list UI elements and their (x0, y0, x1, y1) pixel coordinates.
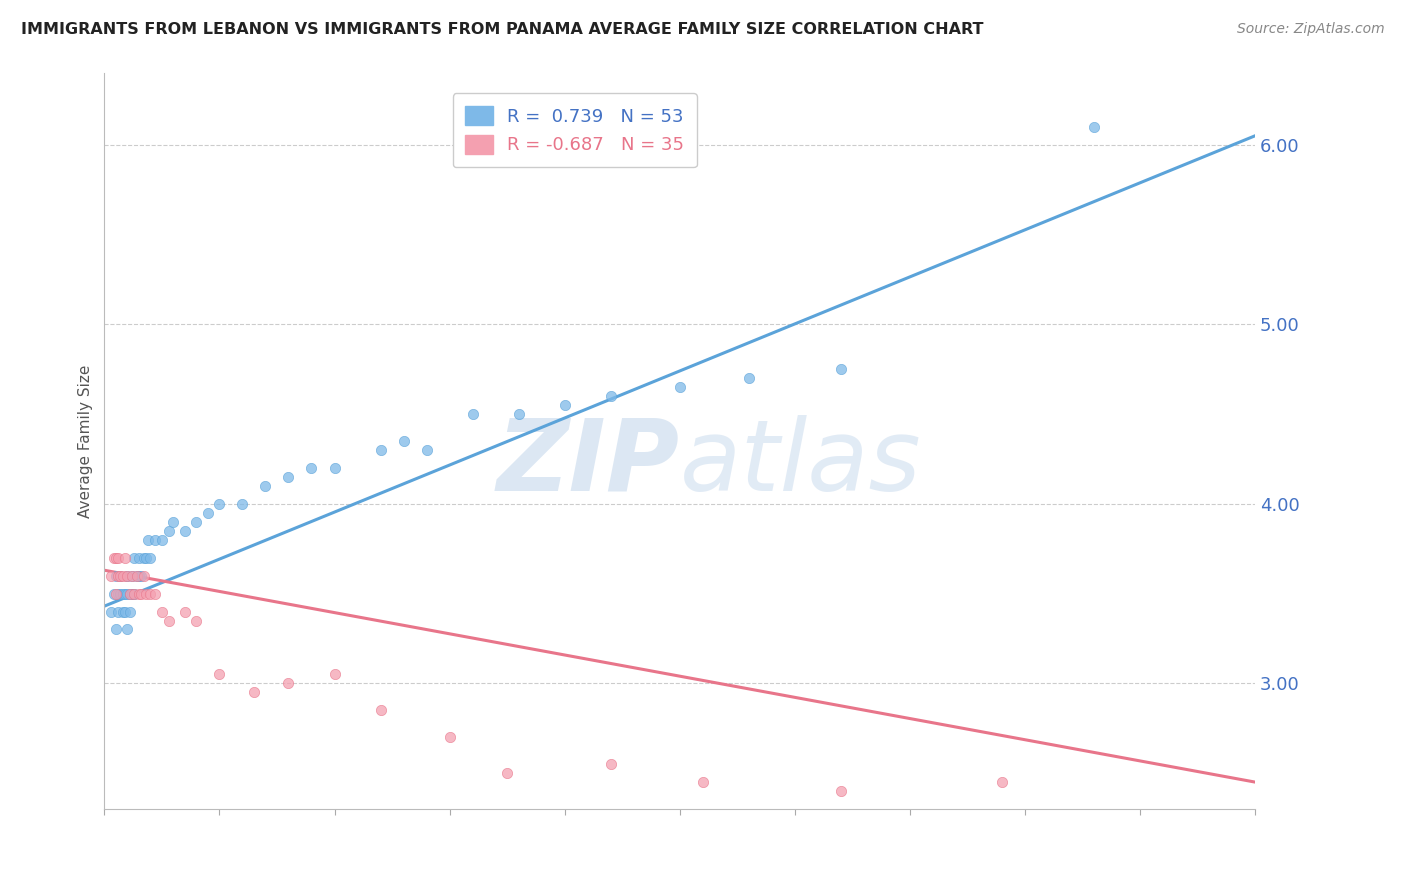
Point (277, 470, 299, 484)
Point (323, 667, 346, 681)
Point (104, 550, 127, 565)
Point (103, 586, 125, 600)
Point (124, 550, 146, 565)
Point (111, 568, 134, 582)
Point (143, 533, 166, 547)
Point (107, 568, 129, 582)
Point (128, 586, 150, 600)
Point (323, 461, 346, 475)
Point (139, 550, 162, 565)
Point (738, 371, 761, 385)
Point (668, 380, 690, 394)
Point (100, 568, 122, 582)
Point (114, 550, 136, 565)
Point (830, 362, 852, 376)
Point (117, 623, 139, 637)
Point (599, 757, 621, 772)
Point (136, 533, 159, 547)
Point (117, 586, 139, 600)
Point (124, 586, 146, 600)
Point (128, 550, 150, 565)
Point (117, 568, 139, 582)
Point (118, 586, 141, 600)
Point (128, 568, 150, 582)
Point (208, 497, 231, 511)
Point (111, 586, 134, 600)
Point (111, 605, 134, 619)
Point (1083, 120, 1105, 134)
Point (129, 568, 152, 582)
Point (125, 568, 148, 582)
Point (508, 407, 530, 421)
Point (107, 586, 129, 600)
Point (370, 442, 392, 457)
Text: atlas: atlas (679, 415, 921, 512)
Point (277, 676, 299, 690)
Point (100, 605, 122, 619)
Point (157, 524, 180, 538)
Point (125, 568, 148, 582)
Point (231, 497, 253, 511)
Point (197, 506, 219, 520)
Point (461, 407, 484, 421)
Point (186, 515, 208, 529)
Point (370, 703, 392, 717)
Point (143, 586, 166, 600)
Point (301, 461, 323, 475)
Point (129, 586, 152, 600)
Legend: R =  0.739   N = 53, R = -0.687   N = 35: R = 0.739 N = 53, R = -0.687 N = 35 (453, 93, 696, 167)
Point (830, 784, 852, 798)
Point (554, 398, 576, 412)
Point (104, 568, 127, 582)
Point (118, 605, 141, 619)
Point (104, 623, 127, 637)
Point (110, 568, 132, 582)
Point (243, 685, 266, 699)
Point (162, 515, 184, 529)
Text: ZIP: ZIP (496, 415, 679, 512)
Point (157, 614, 180, 628)
Point (103, 550, 125, 565)
Point (692, 775, 714, 789)
Point (117, 568, 139, 582)
Point (208, 667, 231, 681)
Point (135, 586, 157, 600)
Point (174, 605, 197, 619)
Text: IMMIGRANTS FROM LEBANON VS IMMIGRANTS FROM PANAMA AVERAGE FAMILY SIZE CORRELATIO: IMMIGRANTS FROM LEBANON VS IMMIGRANTS FR… (21, 22, 984, 37)
Point (107, 605, 129, 619)
Point (132, 550, 155, 565)
Point (121, 568, 143, 582)
Point (110, 568, 132, 582)
Point (439, 730, 461, 744)
Point (174, 524, 197, 538)
Point (114, 605, 136, 619)
Point (135, 550, 157, 565)
Point (121, 586, 143, 600)
Point (114, 586, 136, 600)
Point (110, 586, 132, 600)
Point (415, 442, 437, 457)
Y-axis label: Average Family Size: Average Family Size (79, 364, 93, 517)
Point (150, 533, 173, 547)
Point (107, 550, 129, 565)
Point (254, 479, 277, 493)
Point (496, 766, 519, 780)
Point (392, 434, 415, 448)
Point (139, 586, 162, 600)
Point (186, 614, 208, 628)
Point (121, 568, 143, 582)
Point (150, 605, 173, 619)
Point (991, 775, 1014, 789)
Point (132, 568, 155, 582)
Point (118, 586, 141, 600)
Point (124, 586, 146, 600)
Point (599, 389, 621, 403)
Point (104, 586, 127, 600)
Text: Source: ZipAtlas.com: Source: ZipAtlas.com (1237, 22, 1385, 37)
